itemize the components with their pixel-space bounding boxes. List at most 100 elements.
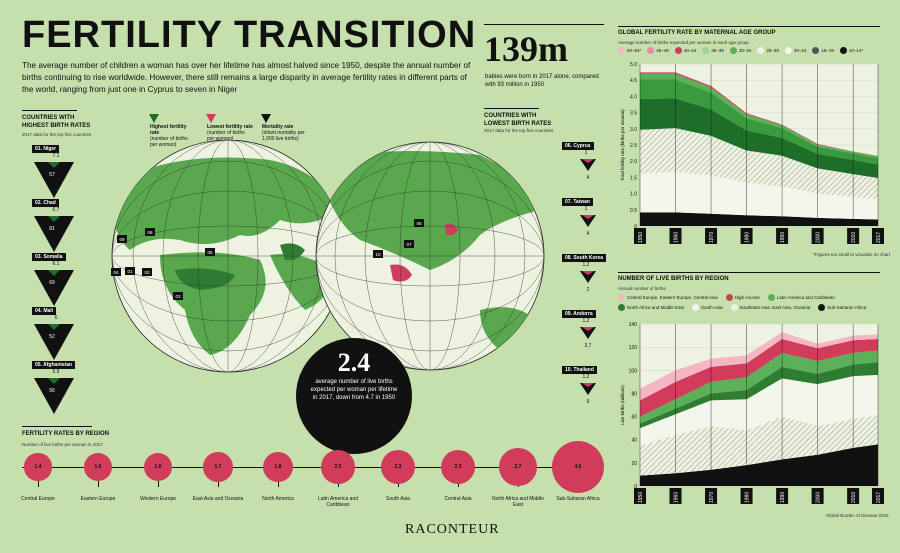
legend-swatch: [618, 294, 625, 301]
triangle-mark: [580, 215, 596, 227]
rate-circle: 4.6: [551, 440, 605, 494]
triangle-mark: [580, 271, 596, 283]
y-tick-label: 20: [631, 461, 637, 467]
rate-triangle-mark: [582, 159, 594, 163]
country-label: 03. Somalia: [32, 253, 66, 261]
legend-swatch: [618, 47, 625, 54]
rate-category-label: Sub-Saharan Africa: [556, 496, 600, 502]
x-tick-bg: [705, 488, 718, 504]
y-tick-label: 120: [629, 345, 638, 351]
legend-swatch: [702, 47, 710, 54]
area-series: [640, 98, 878, 179]
map-marker-label: 09: [119, 237, 125, 242]
rate-tick: [518, 485, 519, 487]
country-rate: 6.1: [52, 261, 60, 267]
x-tick-label: 1970: [709, 232, 715, 243]
y-axis-label: Total fertility rate (births per woman): [620, 109, 625, 181]
world-globes: 06 09 04 01 02 03 05 08 07 10: [111, 140, 545, 373]
legend-mortality: [260, 112, 272, 130]
legend-label: Southeast Asia, East Asia, Oceania: [739, 305, 811, 310]
rate-triangle-mark: [582, 383, 594, 387]
y-tick-label: 40: [631, 438, 637, 444]
left-globe-markers: 06 09 04 01 02 03 05: [111, 228, 215, 300]
rate-category-label: South Asia: [386, 496, 410, 502]
legend-item: South Asia: [692, 304, 723, 311]
divider: [22, 110, 77, 111]
y-tick-label: 4.5: [630, 78, 637, 84]
y-tick-label: 140: [629, 322, 638, 328]
area-series: [640, 350, 878, 424]
map-marker-label: 07: [406, 242, 412, 247]
legend-item: 10–14*: [839, 47, 863, 54]
legend-label: South Asia: [701, 305, 723, 310]
rate-category-label: East Asia and Oceania: [192, 496, 244, 502]
rate-tick: [458, 484, 459, 487]
legend-swatch: [839, 47, 847, 54]
area-series: [640, 444, 878, 486]
country-mortality: 3.7: [584, 343, 592, 349]
rate-category-label: North Africa and Middle East: [492, 496, 544, 508]
rate-category-label: Central Europe: [21, 496, 55, 502]
y-tick-label: 2.5: [630, 143, 637, 149]
rate-tick: [338, 483, 339, 487]
mortality-triangle: [34, 216, 74, 252]
country-rate: 1.2: [582, 318, 590, 324]
legend-label: 35–39: [711, 48, 724, 53]
legend-swatch: [812, 47, 820, 54]
lowest-sub: 2017 data for the top five countries: [484, 128, 554, 133]
mortality-triangle: [34, 270, 74, 306]
country-label: 01. Niger: [32, 145, 60, 153]
x-tick-label: 1990: [780, 492, 786, 503]
rate-circle: 1.6: [83, 452, 113, 482]
legend-item: Sub-Saharan Africa: [818, 304, 866, 311]
rate-circle: 2.7: [499, 448, 537, 486]
country-label: 02. Chad: [32, 199, 59, 207]
legend-label: North Africa and Middle East: [627, 305, 685, 310]
legend-label: Latin America and Caribbean: [776, 295, 835, 300]
country-rate: 5.9: [52, 369, 60, 375]
highest-sub: 2017 data for the top five countries: [22, 132, 92, 137]
y-tick-label: 0.5: [630, 208, 637, 214]
y-tick-label: 1.0: [630, 192, 637, 198]
rate-triangle-mark: [48, 270, 60, 276]
legend-label: 25–29: [766, 48, 779, 53]
legend-label: 15–19: [821, 48, 834, 53]
center-stat: 2.4 average number of live births expect…: [296, 338, 412, 454]
center-stat-text: average number of live births expected p…: [310, 379, 398, 401]
divider: [618, 26, 880, 27]
y-tick-label: 80: [631, 391, 637, 397]
legend-swatch: [784, 47, 792, 54]
y-tick-label: 1.5: [630, 175, 637, 181]
legend-item: 50–54*: [618, 47, 641, 54]
y-tick-label: 100: [629, 368, 638, 374]
triangle-mark: [580, 327, 596, 339]
rate-circle: 1.7: [203, 452, 233, 482]
x-tick-label: 2000: [816, 492, 822, 503]
legend-item: 25–29: [757, 47, 779, 54]
x-tick-label: 1980: [745, 492, 751, 503]
rate-category-label: Latin America and Caribbean: [317, 496, 359, 508]
map-marker-label: 02: [144, 270, 150, 275]
x-tick-label: 1950: [638, 232, 644, 243]
triangle-mark: [580, 383, 596, 395]
triangle-mark: [580, 159, 596, 171]
map-marker: [111, 268, 121, 276]
country-mortality: 52: [49, 334, 55, 340]
country-rate: 6.7: [52, 207, 60, 213]
rate-category-label: Western Europe: [139, 496, 177, 502]
triangle-green-icon: [149, 114, 159, 123]
triangle-mark: [34, 270, 74, 306]
x-tick-label: 2010: [851, 492, 857, 503]
triangle-black-icon: [261, 114, 271, 123]
highest-title: COUNTRIES WITH HIGHEST BIRTH RATES: [22, 115, 91, 129]
right-globe-markers: 08 07 10: [373, 219, 424, 258]
rate-triangle-mark: [582, 215, 594, 219]
country-label: 07. Taiwan: [562, 198, 593, 206]
legend-item: 15–19: [812, 47, 834, 54]
map-marker: [142, 268, 152, 276]
country-mortality: 69: [49, 280, 55, 286]
age-chart-title: GLOBAL FERTILITY RATE BY MATERNAL AGE GR…: [618, 30, 776, 36]
legend-item: High income: [725, 294, 760, 301]
mortality-triangle: [34, 378, 74, 414]
legend-highest: [148, 112, 160, 130]
